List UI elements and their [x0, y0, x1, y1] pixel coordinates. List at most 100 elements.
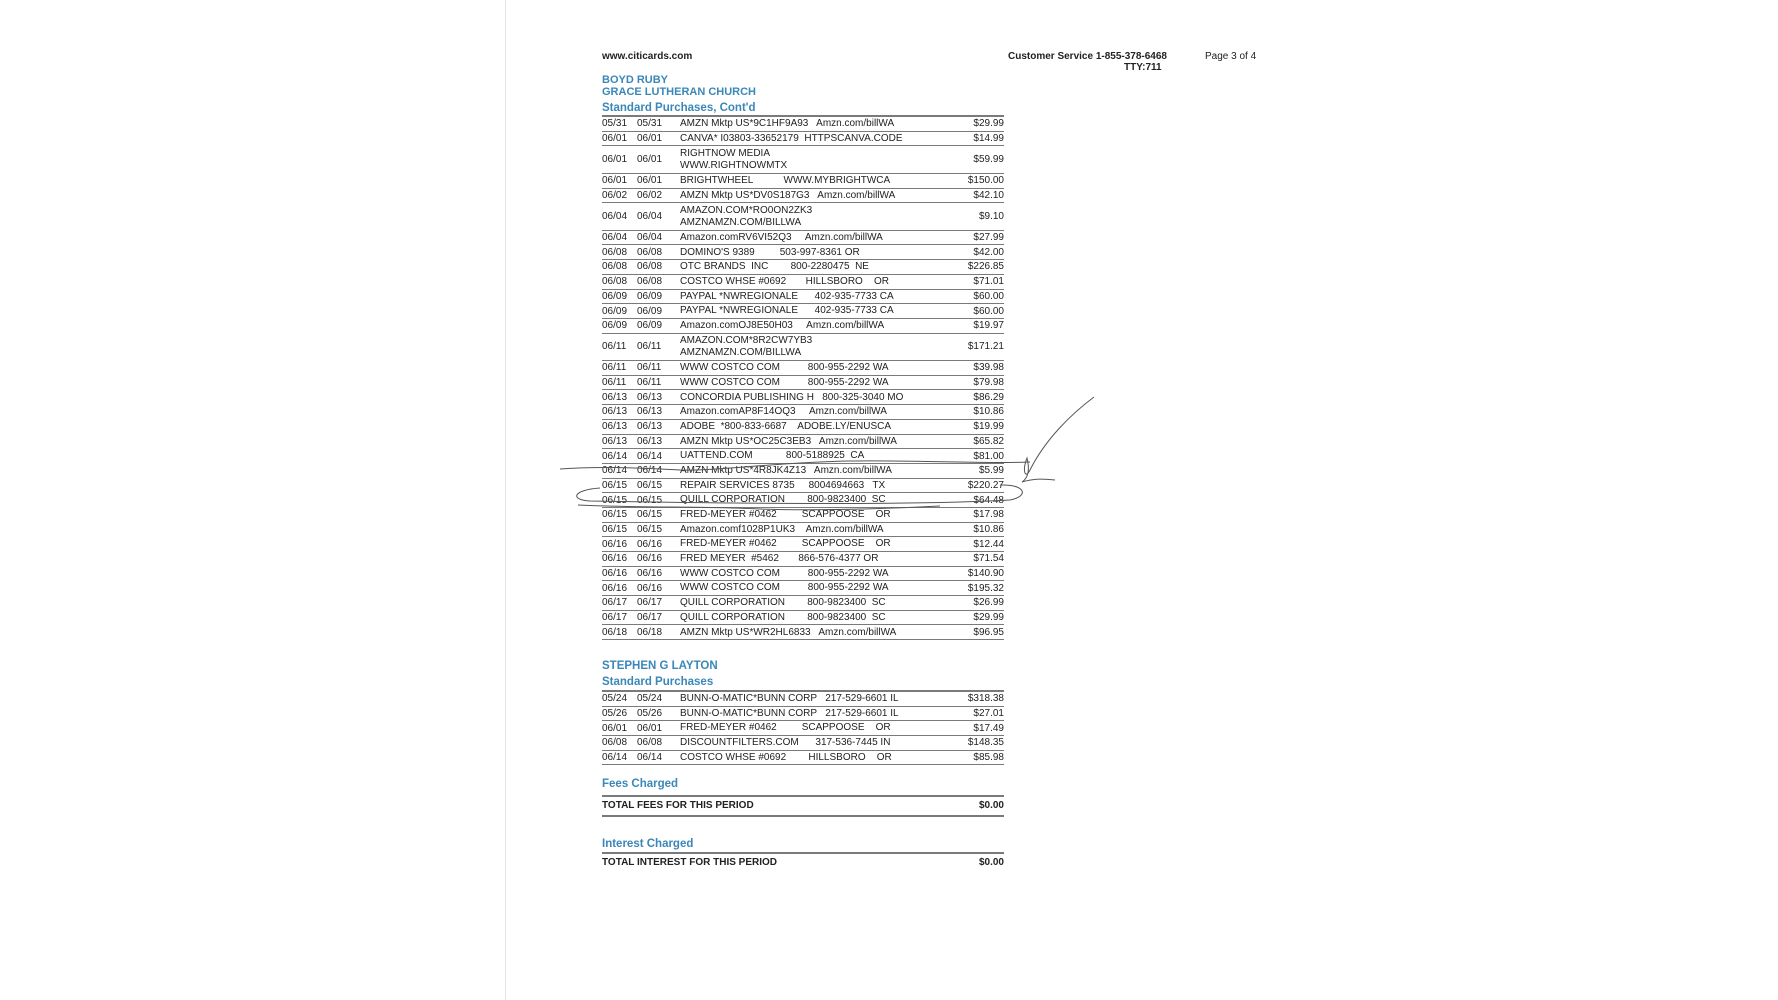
- table-row: 06/09 06/09 PAYPAL *NWREGIONALE 402-935-77…: [602, 290, 1004, 305]
- post-date: 06/11: [637, 362, 662, 374]
- post-date: 06/15: [637, 523, 663, 535]
- total-fees: TOTAL FEES FOR THIS PERIOD $0.00: [602, 800, 1004, 811]
- divider: [602, 815, 1004, 817]
- description: FRED-MEYER #0462 SCAPPOOSE OR: [680, 538, 891, 550]
- amount: $60.00: [973, 305, 1004, 317]
- organization-name: GRACE LUTHERAN CHURCH: [602, 86, 756, 98]
- section-title: Standard Purchases: [602, 676, 714, 688]
- transaction-date: 06/09: [602, 290, 628, 302]
- amount: $19.97: [973, 320, 1004, 332]
- transaction-date: 06/17: [602, 597, 628, 609]
- divider: [602, 795, 1004, 797]
- amount: $85.98: [973, 752, 1004, 764]
- cardholder-name: STEPHEN G LAYTON: [602, 660, 718, 672]
- table-row: 06/14 06/14 UATTEND.COM 800-5188925 CA $81.…: [602, 449, 1004, 464]
- transaction-date: 06/15: [602, 509, 628, 521]
- description: QUILL CORPORATION 800-9823400 SC: [680, 494, 886, 506]
- table-row: 06/04 06/04 AMAZON.COM*RO0ON2ZK3 AMZNAMZN.…: [602, 203, 1004, 231]
- table-row: 06/01 06/01 CANVA* I03803-33652179 HTTPSCA…: [602, 132, 1004, 147]
- transaction-date: 06/08: [602, 737, 628, 749]
- amount: $195.32: [967, 582, 1004, 594]
- table-row: 06/15 06/15 Amazon.comf1028P1UK3 Amzn.com/…: [602, 523, 1004, 538]
- description: Amazon.comRV6VI52Q3 Amzn.com/billWA: [680, 231, 883, 243]
- amount: $14.99: [973, 133, 1004, 145]
- description: FRED MEYER #5462 866-576-4377 OR: [680, 553, 879, 565]
- post-date: 06/11: [637, 377, 662, 389]
- table-row: 06/14 06/14 COSTCO WHSE #0692 HILLSBORO OR…: [602, 751, 1004, 766]
- post-date: 06/01: [637, 722, 663, 734]
- amount: $71.54: [973, 553, 1004, 565]
- post-date: 06/16: [637, 553, 663, 565]
- transactions-table: 05/24 05/24 BUNN-O-MATIC*BUNN CORP 217-529…: [602, 692, 1004, 766]
- transaction-date: 06/04: [602, 232, 628, 244]
- description: BUNN-O-MATIC*BUNN CORP 217-529-6601 IL: [680, 693, 899, 705]
- post-date: 06/17: [637, 597, 663, 609]
- post-date: 06/14: [637, 465, 663, 477]
- post-date: 06/08: [637, 737, 663, 749]
- description: AMZN Mktp US*WR2HL6833 Amzn.com/billWA: [680, 626, 897, 638]
- cardholder-name: BOYD RUBY: [602, 74, 669, 86]
- description: DOMINO'S 9389 503-997-8361 OR: [680, 246, 860, 258]
- divider: [602, 690, 1004, 692]
- description: REPAIR SERVICES 8735 8004694663 TX: [680, 479, 886, 491]
- amount: $96.95: [973, 626, 1004, 638]
- description: QUILL CORPORATION 800-9823400 SC: [680, 597, 886, 609]
- description: FRED-MEYER #0462 SCAPPOOSE OR: [680, 509, 891, 521]
- page-edge: [505, 0, 506, 1000]
- total-interest-label: TOTAL INTEREST FOR THIS PERIOD: [602, 857, 778, 868]
- amount: $19.99: [973, 421, 1004, 433]
- transaction-date: 06/01: [602, 175, 628, 187]
- post-date: 06/13: [637, 391, 663, 403]
- post-date: 06/09: [637, 290, 663, 302]
- amount: $65.82: [973, 435, 1004, 447]
- table-row: 06/08 06/08 DOMINO'S 9389 503-997-8361 OR $…: [602, 245, 1004, 261]
- table-row: 06/17 06/17 QUILL CORPORATION 800-9823400 …: [602, 611, 1004, 626]
- amount: $17.98: [973, 509, 1004, 521]
- transaction-date: 06/08: [602, 246, 628, 258]
- table-row: 06/04 06/04 Amazon.comRV6VI52Q3 Amzn.com/b…: [602, 231, 1004, 246]
- post-date: 06/08: [637, 261, 663, 273]
- post-date: 06/17: [637, 612, 663, 624]
- amount: $10.86: [973, 523, 1004, 535]
- transaction-date: 06/13: [602, 406, 628, 418]
- post-date: 06/14: [637, 450, 663, 462]
- website: www.citicards.com: [602, 51, 693, 62]
- amount: $226.85: [967, 261, 1004, 273]
- description: WWW COSTCO COM 800-955-2292 WA: [680, 582, 889, 594]
- post-date: 06/14: [637, 752, 663, 764]
- post-date: 05/31: [637, 118, 663, 130]
- amount: $42.00: [973, 246, 1004, 258]
- amount: $81.00: [973, 450, 1004, 462]
- table-row: 06/08 06/08 COSTCO WHSE #0692 HILLSBORO OR…: [602, 275, 1004, 290]
- interest-title: Interest Charged: [602, 838, 694, 850]
- handwritten-arrow: [1021, 396, 1095, 483]
- amount: $79.98: [973, 377, 1004, 389]
- description: ADOBE *800-833-6687 ADOBE.LY/ENUSCA: [680, 420, 892, 432]
- table-row: 06/18 06/18 AMZN Mktp US*WR2HL6833 Amzn.co…: [602, 625, 1004, 641]
- amount: $42.10: [973, 189, 1004, 201]
- post-date: 06/04: [637, 211, 663, 222]
- post-date: 06/15: [637, 494, 663, 506]
- table-row: 06/09 06/09 PAYPAL *NWREGIONALE 402-935-77…: [602, 304, 1004, 319]
- transaction-date: 06/16: [602, 553, 628, 565]
- post-date: 06/16: [637, 582, 663, 594]
- post-date: 06/16: [637, 538, 663, 550]
- section-title: Standard Purchases, Cont'd: [602, 102, 756, 114]
- post-date: 06/08: [637, 276, 663, 288]
- post-date: 06/11: [637, 341, 662, 353]
- description: QUILL CORPORATION 800-9823400 SC: [680, 611, 886, 623]
- table-row: 06/08 06/08 DISCOUNTFILTERS.COM 317-536-74…: [602, 736, 1004, 751]
- table-row: 06/16 06/16 WWW COSTCO COM 800-955-2292 WA…: [602, 581, 1004, 597]
- transaction-date: 05/24: [602, 693, 628, 705]
- description: WWW COSTCO COM 800-955-2292 WA: [680, 362, 889, 374]
- transaction-date: 06/15: [602, 479, 628, 491]
- transaction-date: 06/16: [602, 568, 628, 580]
- transaction-date: 06/11: [602, 362, 627, 374]
- table-row: 06/02 06/02 AMZN Mktp US*DV0S187G3 Amzn.co…: [602, 189, 1004, 204]
- transaction-date: 05/31: [602, 118, 628, 130]
- table-row: 06/13 06/13 ADOBE *800-833-6687 ADOBE.LY/E…: [602, 420, 1004, 435]
- page-number: Page 3 of 4: [1205, 51, 1257, 62]
- amount: $29.99: [973, 118, 1004, 130]
- description: BRIGHTWHEEL WWW.MYBRIGHTWCA: [680, 174, 891, 186]
